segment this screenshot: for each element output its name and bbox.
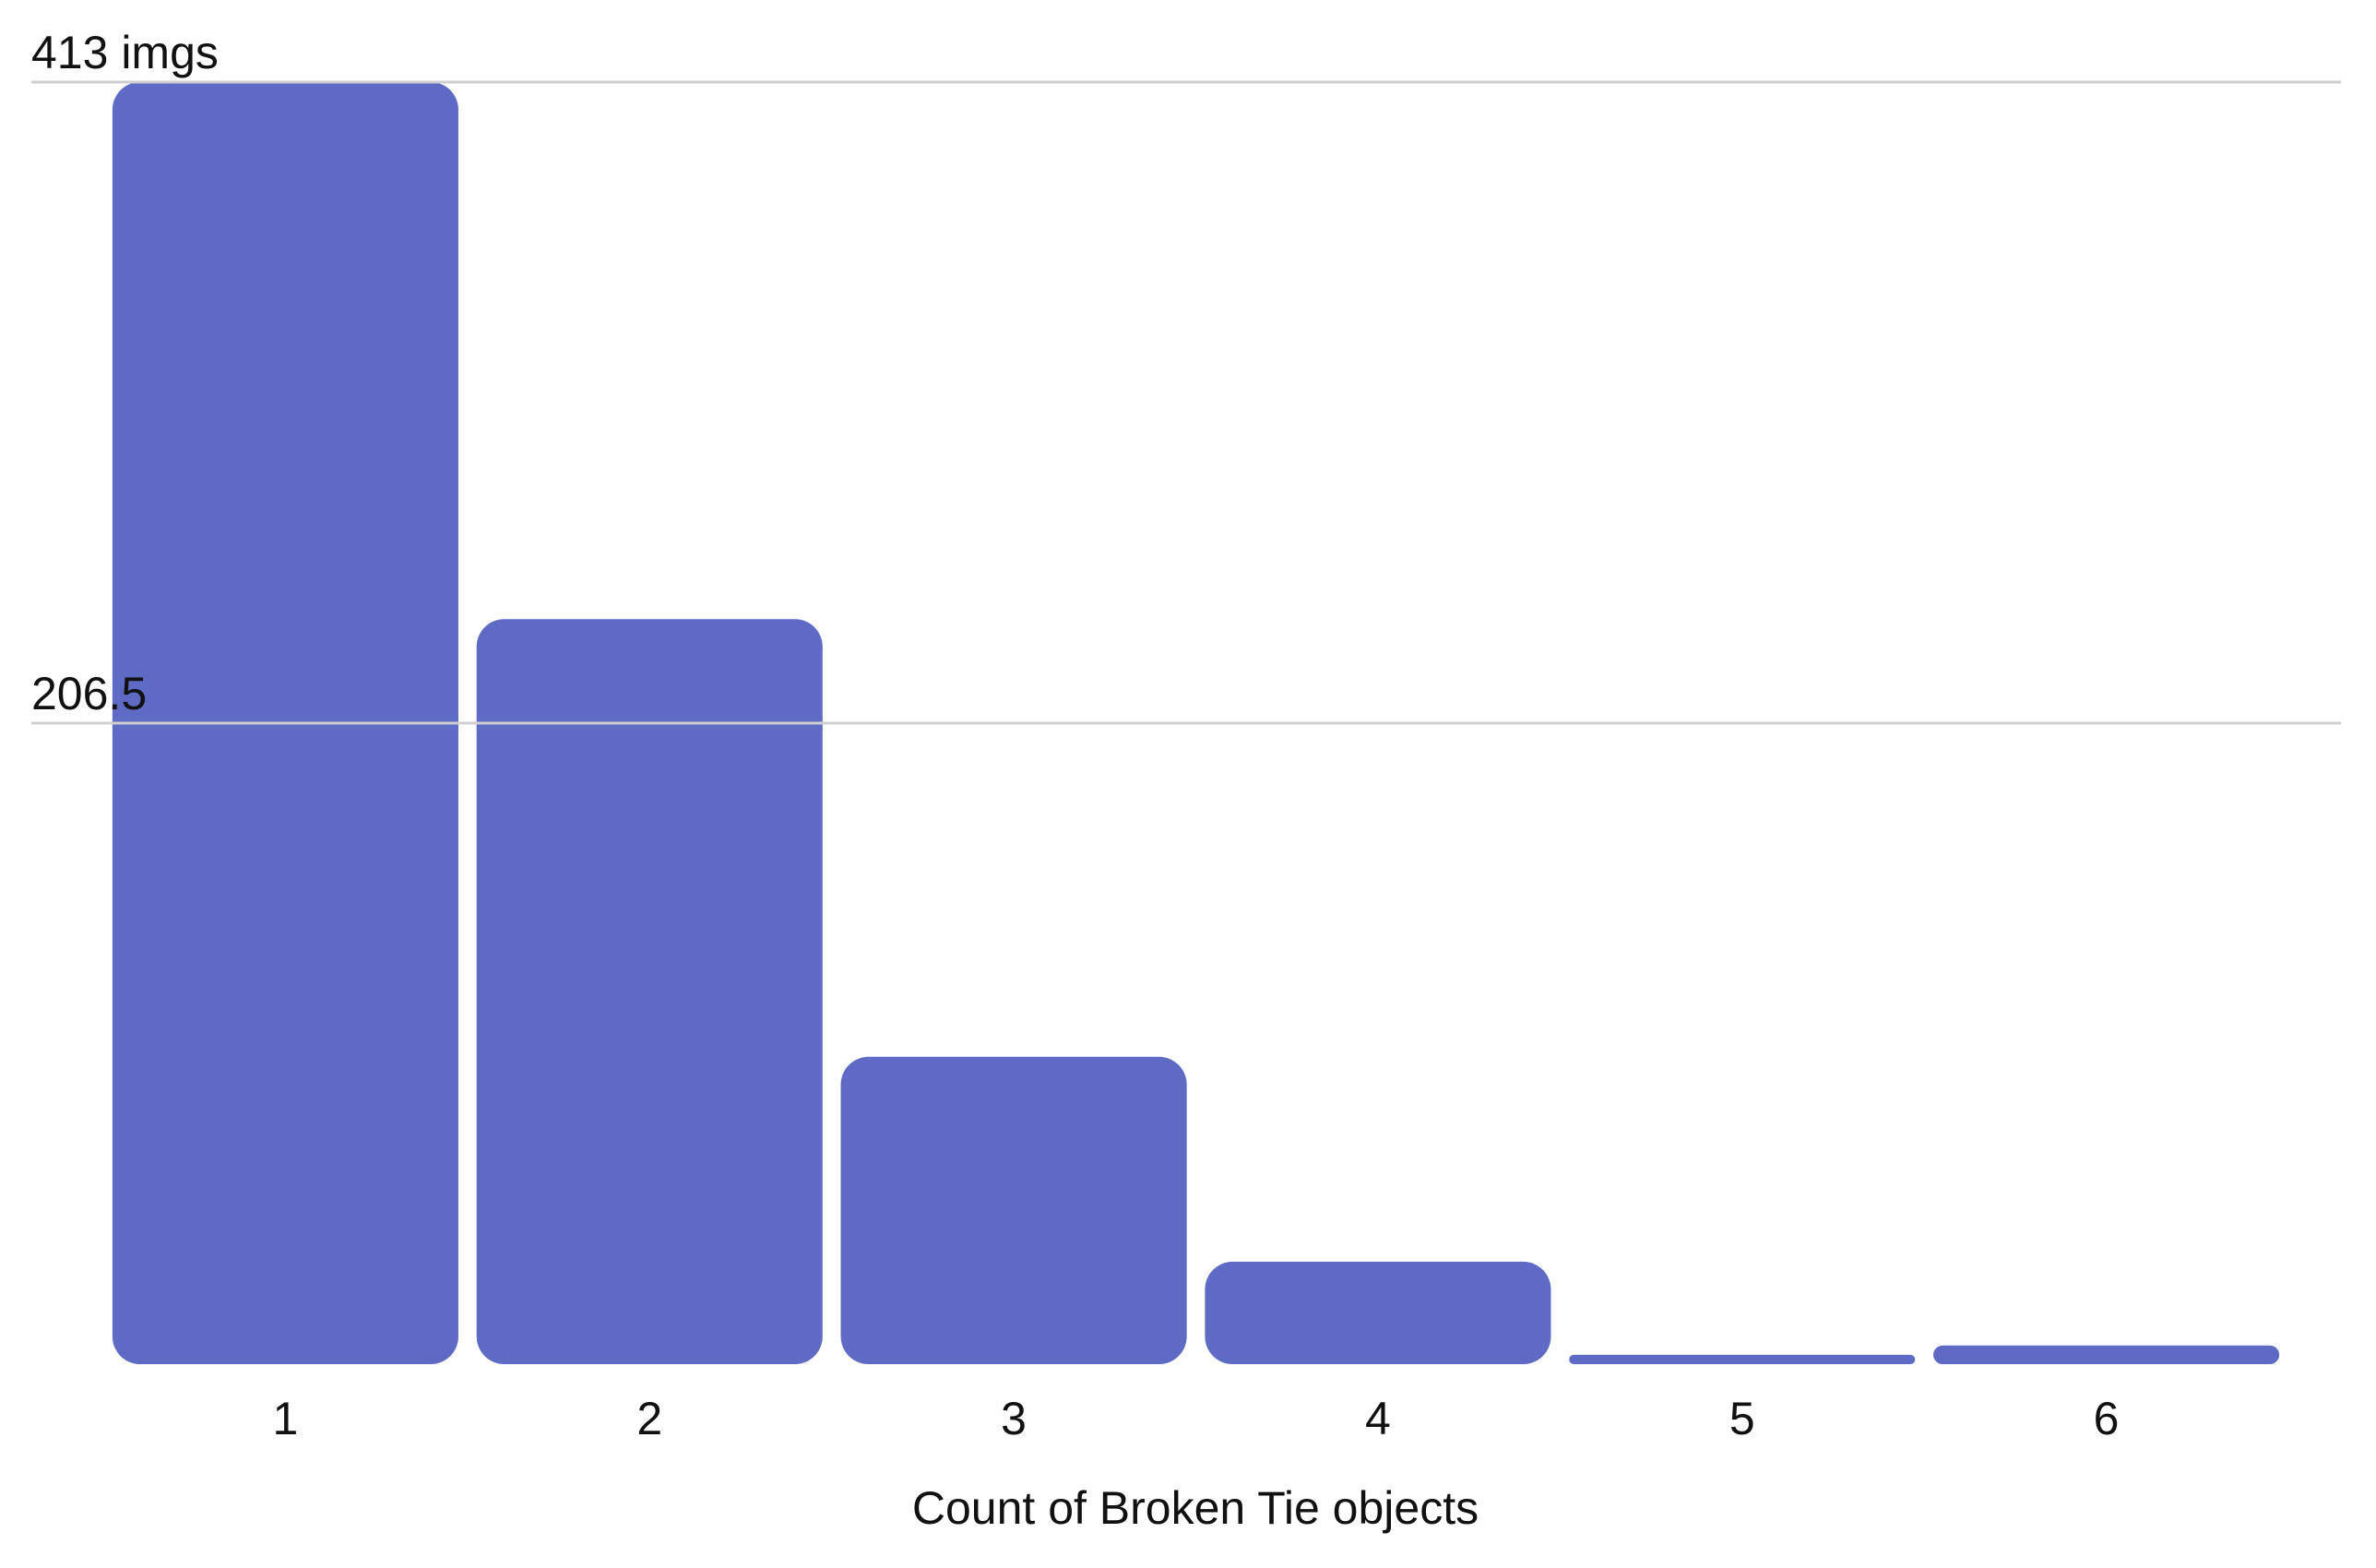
bar [1205,1261,1551,1364]
x-tick-label: 3 [1001,1393,1027,1444]
x-tick-label: 6 [2094,1393,2120,1444]
bar [1569,1354,1916,1364]
y-tick-label: 206.5 [31,668,147,719]
bar [840,1056,1187,1364]
x-axis-label: Count of Broken Tie objects [912,1482,1479,1534]
x-tick-label: 2 [636,1393,662,1444]
x-tick-label: 1 [273,1393,299,1444]
x-tick-label: 4 [1365,1393,1391,1444]
bar [476,619,823,1364]
bar [1933,1345,2280,1364]
y-tick-label: 413 imgs [31,27,219,78]
x-tick-label: 5 [1729,1393,1755,1444]
